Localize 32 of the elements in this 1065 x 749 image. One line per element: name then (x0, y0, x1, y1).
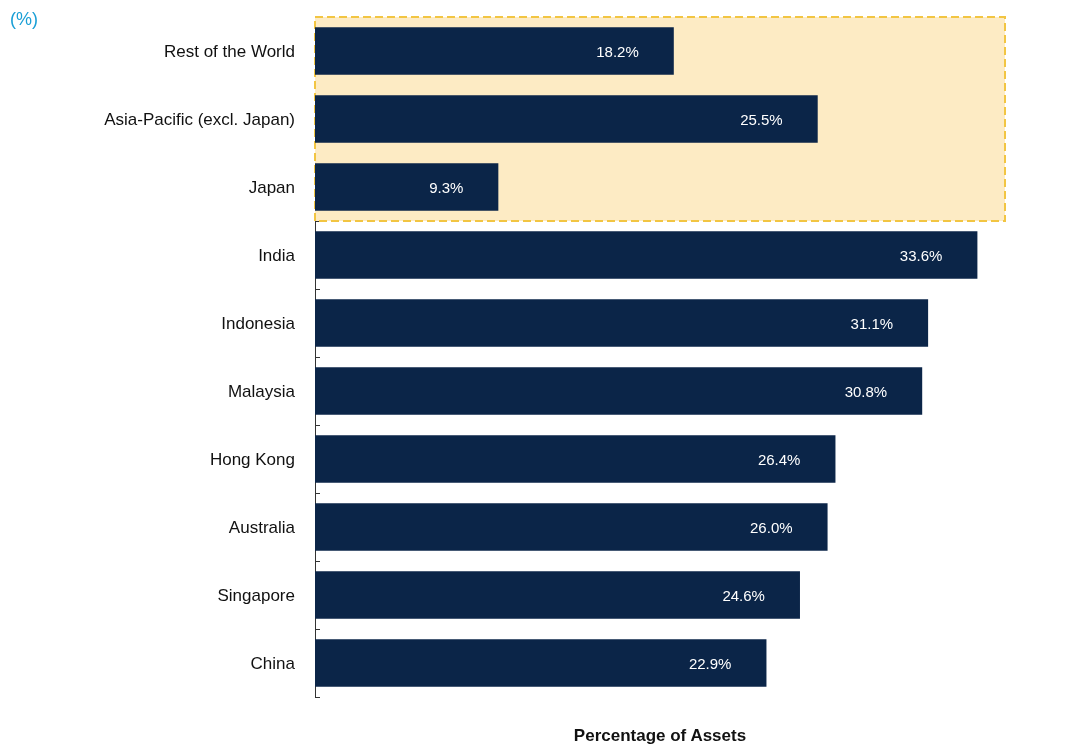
y-tick-label: Malaysia (227, 381, 296, 401)
data-label: 9.3% (429, 178, 464, 196)
bar (315, 503, 828, 551)
y-tick-label: Indonesia (221, 313, 296, 333)
bar (315, 163, 499, 211)
data-label: 31.1% (850, 314, 894, 332)
x-axis-title: Percentage of Assets (573, 726, 747, 745)
y-tick-label: Rest of the World (163, 41, 295, 61)
data-label: 25.5% (740, 110, 783, 128)
bar (315, 231, 978, 279)
bar (315, 571, 800, 619)
y-tick-label: China (250, 653, 296, 673)
bar (315, 95, 818, 143)
y-tick-label: Australia (228, 517, 296, 537)
y-tick-label: Singapore (217, 585, 295, 605)
y-axis-title: (%) (10, 9, 38, 29)
bar (315, 299, 929, 347)
data-label: 26.4% (757, 450, 801, 468)
bar (315, 639, 767, 687)
data-label: 24.6% (722, 586, 765, 604)
data-label: 18.2% (596, 42, 639, 60)
y-tick-label: Hong Kong (209, 449, 295, 469)
bar (315, 27, 674, 75)
data-label: 33.6% (899, 246, 943, 264)
data-label: 30.8% (844, 382, 888, 400)
bar (315, 367, 923, 415)
data-label: 22.9% (688, 654, 732, 672)
bar (315, 435, 836, 483)
y-tick-label: Asia-Pacific (excl. Japan) (104, 109, 295, 129)
y-tick-label: India (258, 245, 296, 265)
y-tick-label: Japan (248, 177, 295, 197)
data-label: 26.0% (750, 518, 793, 536)
